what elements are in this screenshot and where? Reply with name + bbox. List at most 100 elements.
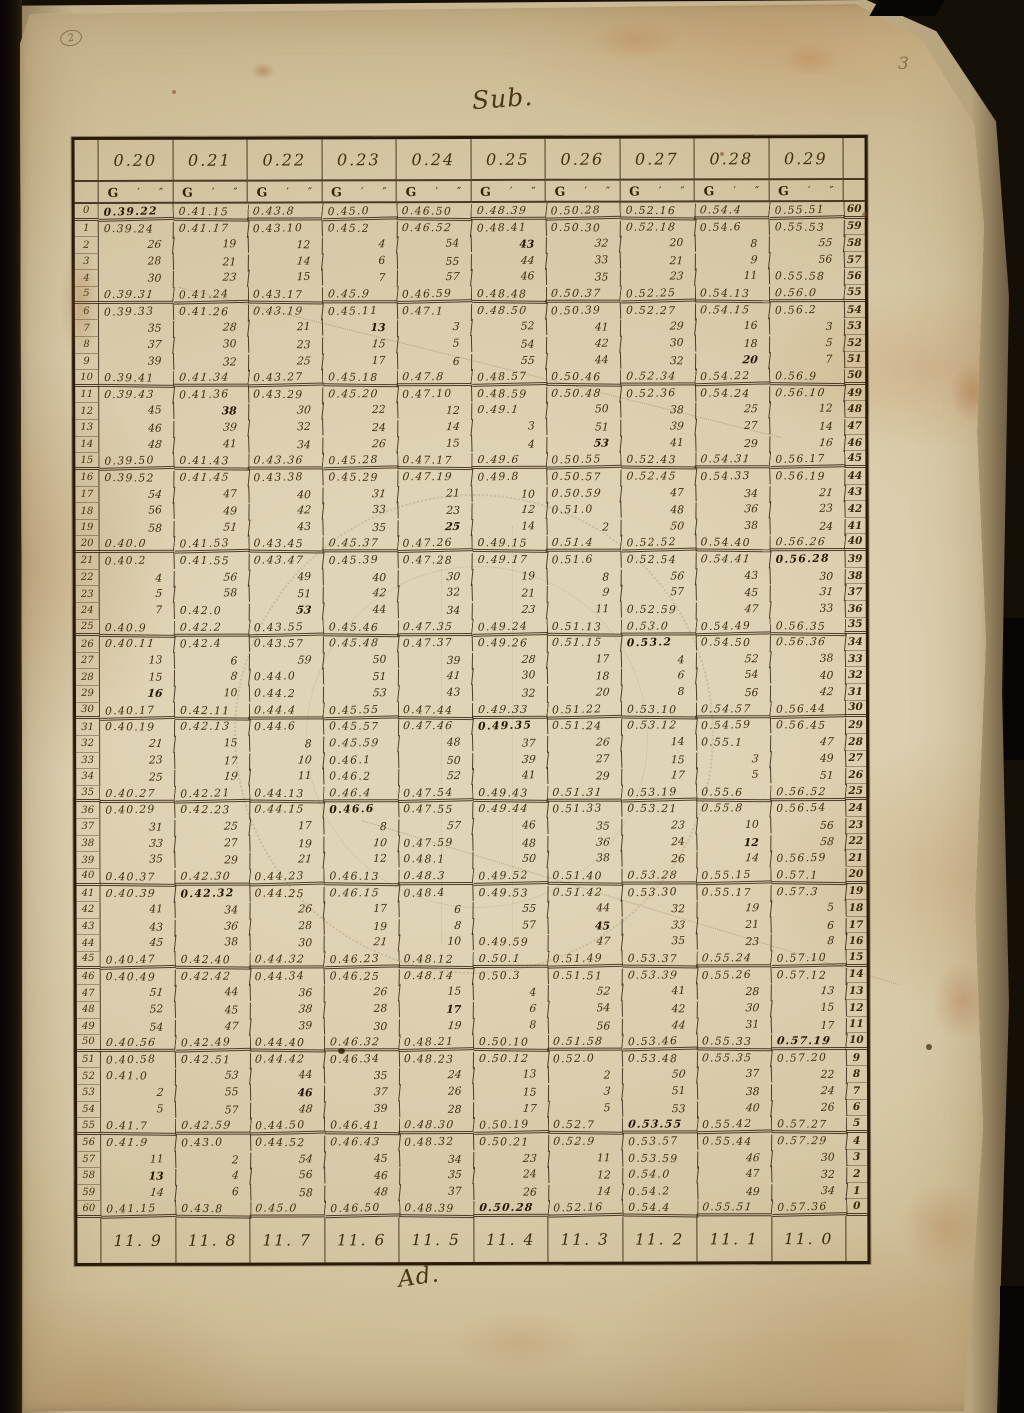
table-cell: 53 bbox=[247, 602, 325, 620]
table-cell: 0.47.19 bbox=[396, 468, 473, 486]
table-cell: 41 bbox=[173, 435, 249, 454]
table-cell: 9 bbox=[693, 252, 771, 269]
table-cell: 0.56.26 bbox=[769, 534, 846, 552]
row-number-left: 18 bbox=[75, 503, 100, 520]
table-cell: 15 bbox=[99, 669, 175, 687]
table-cell: 0.40.19 bbox=[99, 719, 175, 737]
row-number-right: 2 bbox=[846, 1166, 868, 1183]
row-number-left: 32 bbox=[76, 735, 101, 753]
table-cell: 0.39.22 bbox=[98, 202, 174, 222]
table-cell: 0.42.0 bbox=[174, 602, 249, 621]
table-cell: 0.46.59 bbox=[396, 285, 472, 304]
table-cell: 34 bbox=[770, 1182, 848, 1200]
table-cell: 53 bbox=[174, 1067, 251, 1085]
paper-speck bbox=[862, 212, 867, 217]
table-cell: 45 bbox=[99, 402, 174, 421]
table-cell: 0.42.49 bbox=[175, 1033, 251, 1053]
table-cell: 27 bbox=[174, 834, 250, 853]
table-cell: 54 bbox=[471, 335, 547, 354]
column-header: 0.21 bbox=[173, 139, 248, 182]
table-cell: 20 bbox=[620, 234, 696, 254]
table-cell: 2 bbox=[547, 1067, 623, 1085]
table-cell: 0.53.10 bbox=[621, 701, 697, 719]
table-cell: 38 bbox=[696, 1083, 772, 1101]
table-cell: 0.54.4 bbox=[693, 202, 771, 220]
column-footer-label: 11. 5 bbox=[399, 1216, 474, 1263]
table-cell: 0.43.17 bbox=[247, 286, 323, 305]
table-cell: 46 bbox=[324, 1167, 400, 1186]
table-cell: 51 bbox=[99, 985, 177, 1002]
table-cell: 34 bbox=[399, 1150, 474, 1169]
row-number-left: 44 bbox=[76, 935, 101, 953]
table-cell: 0.46.32 bbox=[323, 1034, 400, 1052]
seconds-symbol: ″ bbox=[755, 183, 760, 197]
table-cell: 0.55.17 bbox=[696, 883, 772, 902]
table-cell: 0.55.35 bbox=[696, 1049, 773, 1067]
table-cell: 0.44.23 bbox=[249, 867, 325, 886]
table-cell: 56 bbox=[99, 502, 175, 521]
table-cell: 28 bbox=[172, 319, 249, 337]
table-cell: 0.46.34 bbox=[324, 1050, 400, 1069]
table-cell: 48 bbox=[397, 734, 473, 753]
table-cell: 39 bbox=[619, 418, 697, 436]
table-cell: 15 bbox=[473, 1083, 549, 1102]
table-cell: 35 bbox=[547, 817, 622, 836]
table-cell: 0.53.46 bbox=[622, 1032, 698, 1052]
table-cell: 0.47.54 bbox=[398, 783, 473, 803]
table-cell: 46 bbox=[249, 1084, 325, 1103]
table-cell: 30 bbox=[620, 334, 696, 354]
table-cell: 0.46.1 bbox=[323, 750, 399, 770]
row-number-left: 42 bbox=[76, 902, 101, 919]
table-cell: 38 bbox=[695, 517, 771, 536]
table-cell: 0.43.29 bbox=[248, 386, 323, 404]
table-cell: 57 bbox=[396, 269, 473, 287]
table-cell: 12 bbox=[323, 850, 399, 870]
table-cell: 0.54.57 bbox=[695, 700, 772, 718]
table-cell: 0.49.43 bbox=[472, 784, 548, 803]
row-number-right: 49 bbox=[844, 384, 866, 402]
table-cell: 19 bbox=[323, 918, 399, 936]
table-cell: 26 bbox=[398, 1083, 474, 1102]
table-cell: 44 bbox=[175, 984, 250, 1003]
row-number-right: 4 bbox=[846, 1132, 868, 1150]
table-cell: 32 bbox=[472, 684, 548, 703]
table-cell: 39 bbox=[397, 651, 473, 670]
table-cell: 0.40.58 bbox=[100, 1050, 176, 1070]
row-number-left: 49 bbox=[76, 1018, 101, 1036]
paper-stain bbox=[780, 42, 840, 76]
table-cell: 12 bbox=[548, 1166, 623, 1185]
gradus-label: G bbox=[778, 182, 789, 198]
table-cell: 0.54.22 bbox=[694, 367, 770, 387]
table-cell: 0.49.15 bbox=[471, 535, 547, 553]
table-cell: 0.45.55 bbox=[323, 701, 399, 720]
row-number-right: 27 bbox=[845, 750, 867, 768]
table-cell: 0.45.39 bbox=[322, 551, 398, 570]
table-cell: 3 bbox=[695, 750, 772, 768]
gradus-label: G bbox=[480, 183, 491, 199]
table-cell: 30 bbox=[324, 1017, 399, 1036]
table-cell: 30 bbox=[98, 270, 174, 288]
table-cell: 3 bbox=[471, 418, 547, 437]
table-cell: 0.53.12 bbox=[620, 717, 697, 735]
table-cell: 39 bbox=[98, 352, 174, 372]
table-cell: 4 bbox=[471, 435, 547, 454]
table-cell: 0.42.42 bbox=[174, 968, 251, 986]
table-cell: 0.44.52 bbox=[250, 1134, 325, 1152]
table-cell: 2 bbox=[175, 1151, 251, 1169]
table-cell: 0.46.6 bbox=[323, 800, 399, 820]
header-corner-left bbox=[74, 139, 99, 183]
unit-header-cell: G ′ ″ bbox=[545, 180, 621, 203]
row-number-left: 27 bbox=[75, 652, 100, 670]
table-cell: 8 bbox=[546, 568, 622, 587]
table-cell: 4 bbox=[174, 1167, 252, 1185]
table-cell: 0.48.41 bbox=[471, 218, 546, 238]
table-cell: 0.49.26 bbox=[472, 635, 547, 653]
table-cell: 3 bbox=[769, 318, 845, 337]
table-cell: 52 bbox=[546, 983, 624, 1001]
table-cell: 0.50.1 bbox=[472, 950, 549, 968]
table-cell: 39 bbox=[324, 1099, 400, 1119]
table-cell: 20 bbox=[546, 684, 623, 702]
row-number-left: 40 bbox=[76, 868, 101, 886]
table-cell: 0.41.53 bbox=[173, 535, 249, 554]
table-cell: 19 bbox=[249, 835, 324, 853]
